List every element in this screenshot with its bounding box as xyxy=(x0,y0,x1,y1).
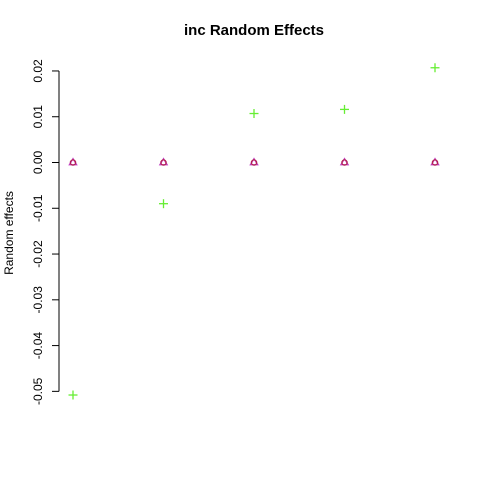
y-tick-label: 0.01 xyxy=(31,105,45,129)
y-tick-label: -0.03 xyxy=(31,286,45,314)
data-points xyxy=(68,63,440,400)
plus-point xyxy=(249,109,259,119)
chart-title: inc Random Effects xyxy=(184,22,324,39)
y-tick-label: -0.01 xyxy=(31,194,45,222)
y-tick-label: -0.05 xyxy=(31,377,45,405)
plus-point xyxy=(430,63,440,73)
y-tick-label: 0.00 xyxy=(31,150,45,174)
y-axis-label: Random effects xyxy=(2,191,16,275)
circle-point xyxy=(69,159,77,166)
plus-point xyxy=(68,390,78,400)
circle-point xyxy=(160,159,167,166)
plus-point xyxy=(159,199,168,209)
circle-point xyxy=(341,159,348,166)
circle-point xyxy=(250,159,258,166)
y-tick-label: -0.04 xyxy=(31,332,45,360)
plus-point xyxy=(340,104,349,114)
y-tick-label: -0.02 xyxy=(31,240,45,268)
y-tick-label: 0.02 xyxy=(31,59,45,83)
circle-point xyxy=(431,159,439,166)
y-axis: -0.05 -0.04 -0.03 -0.02 -0.01 0.00 0.01 0.02 xyxy=(31,59,60,405)
